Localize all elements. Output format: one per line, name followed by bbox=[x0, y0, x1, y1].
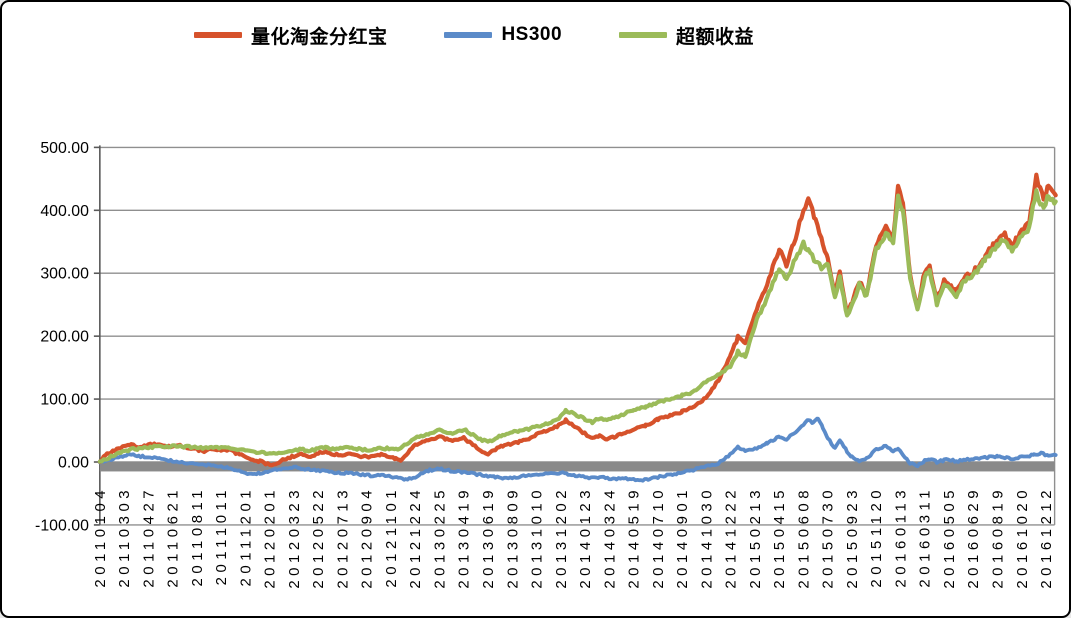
legend-label-hs300: HS300 bbox=[501, 24, 563, 45]
x-tick-label: 20140710 bbox=[651, 486, 667, 589]
legend-label-quant-fund: 量化淘金分红宝 bbox=[251, 26, 388, 48]
x-tick-label: 20140901 bbox=[675, 486, 691, 589]
x-tick-label: 20161212 bbox=[1039, 486, 1055, 589]
y-tick-label: 400.00 bbox=[40, 203, 89, 220]
zero-band bbox=[99, 462, 1055, 472]
x-tick-label: 20130619 bbox=[481, 486, 497, 589]
x-tick-label: 20130419 bbox=[457, 486, 473, 589]
x-tick-label: 20130809 bbox=[505, 486, 521, 589]
x-tick-label: 20131010 bbox=[530, 486, 546, 589]
legend-line-swatch-green bbox=[618, 32, 667, 38]
x-tick-label: 20110427 bbox=[141, 486, 157, 588]
x-tick-label: 20160629 bbox=[966, 486, 982, 589]
x-tick-label: 20110104 bbox=[93, 486, 109, 588]
chart-legend: 量化淘金分红宝 HS300 超额收益 bbox=[194, 18, 754, 52]
x-tick-label: 20110303 bbox=[117, 486, 133, 588]
x-tick-label: 20111011 bbox=[214, 486, 230, 586]
x-tick-label: 20120713 bbox=[335, 486, 351, 589]
x-tick-label: 20160819 bbox=[990, 486, 1006, 589]
y-tick-label: -100.00 bbox=[35, 517, 89, 534]
x-tick-label: 20140324 bbox=[602, 486, 618, 589]
x-tick-label: 20111201 bbox=[238, 486, 254, 587]
x-tick-label: 20141222 bbox=[724, 486, 740, 589]
x-tick-label: 20130225 bbox=[432, 486, 448, 589]
legend-item-quant-fund: 量化淘金分红宝 bbox=[194, 22, 388, 49]
x-tick-label: 20151120 bbox=[869, 486, 885, 588]
x-tick-label: 20150608 bbox=[796, 486, 812, 589]
x-tick-label: 20140123 bbox=[578, 486, 594, 589]
x-tick-label: 20140519 bbox=[627, 486, 643, 589]
x-tick-label: 20120323 bbox=[287, 486, 303, 589]
legend-item-excess-return: 超额收益 bbox=[618, 22, 754, 49]
legend-label-excess-return: 超额收益 bbox=[675, 26, 754, 48]
y-tick-label: 500.00 bbox=[40, 140, 89, 157]
legend-item-hs300: HS300 bbox=[444, 24, 562, 46]
x-tick-label: 20121224 bbox=[408, 486, 424, 589]
y-tick-label: 100.00 bbox=[40, 392, 89, 409]
x-tick-label: 20110621 bbox=[166, 486, 182, 588]
x-tick-label: 20120201 bbox=[263, 486, 279, 589]
x-tick-label: 20120904 bbox=[360, 486, 376, 589]
x-tick-label: 20160505 bbox=[942, 486, 958, 589]
x-tick-label: 20150730 bbox=[821, 486, 837, 589]
x-tick-label: 20150923 bbox=[845, 486, 861, 589]
y-tick-label: 300.00 bbox=[40, 266, 89, 283]
x-tick-label: 20131202 bbox=[554, 486, 570, 589]
x-tick-label: 20120522 bbox=[311, 486, 327, 589]
x-tick-label: 20160113 bbox=[893, 486, 909, 588]
series-line-quant-fund bbox=[97, 172, 1058, 468]
x-tick-label: 20161020 bbox=[1015, 486, 1031, 589]
y-tick-label: 200.00 bbox=[40, 329, 89, 346]
x-tick-label: 20110811 bbox=[190, 486, 206, 587]
x-tick-label: 20150213 bbox=[748, 486, 764, 589]
series-line-hs300 bbox=[97, 416, 1058, 483]
y-tick-label: 0.00 bbox=[58, 454, 89, 471]
series-line-excess-return bbox=[97, 188, 1058, 464]
x-tick-label: 20150415 bbox=[772, 486, 788, 589]
x-tick-label: 20121101 bbox=[384, 486, 400, 588]
legend-line-swatch-red bbox=[194, 32, 242, 38]
x-tick-label: 20141030 bbox=[699, 486, 715, 589]
legend-line-swatch-blue bbox=[444, 32, 493, 38]
x-tick-label: 20160311 bbox=[918, 486, 934, 588]
